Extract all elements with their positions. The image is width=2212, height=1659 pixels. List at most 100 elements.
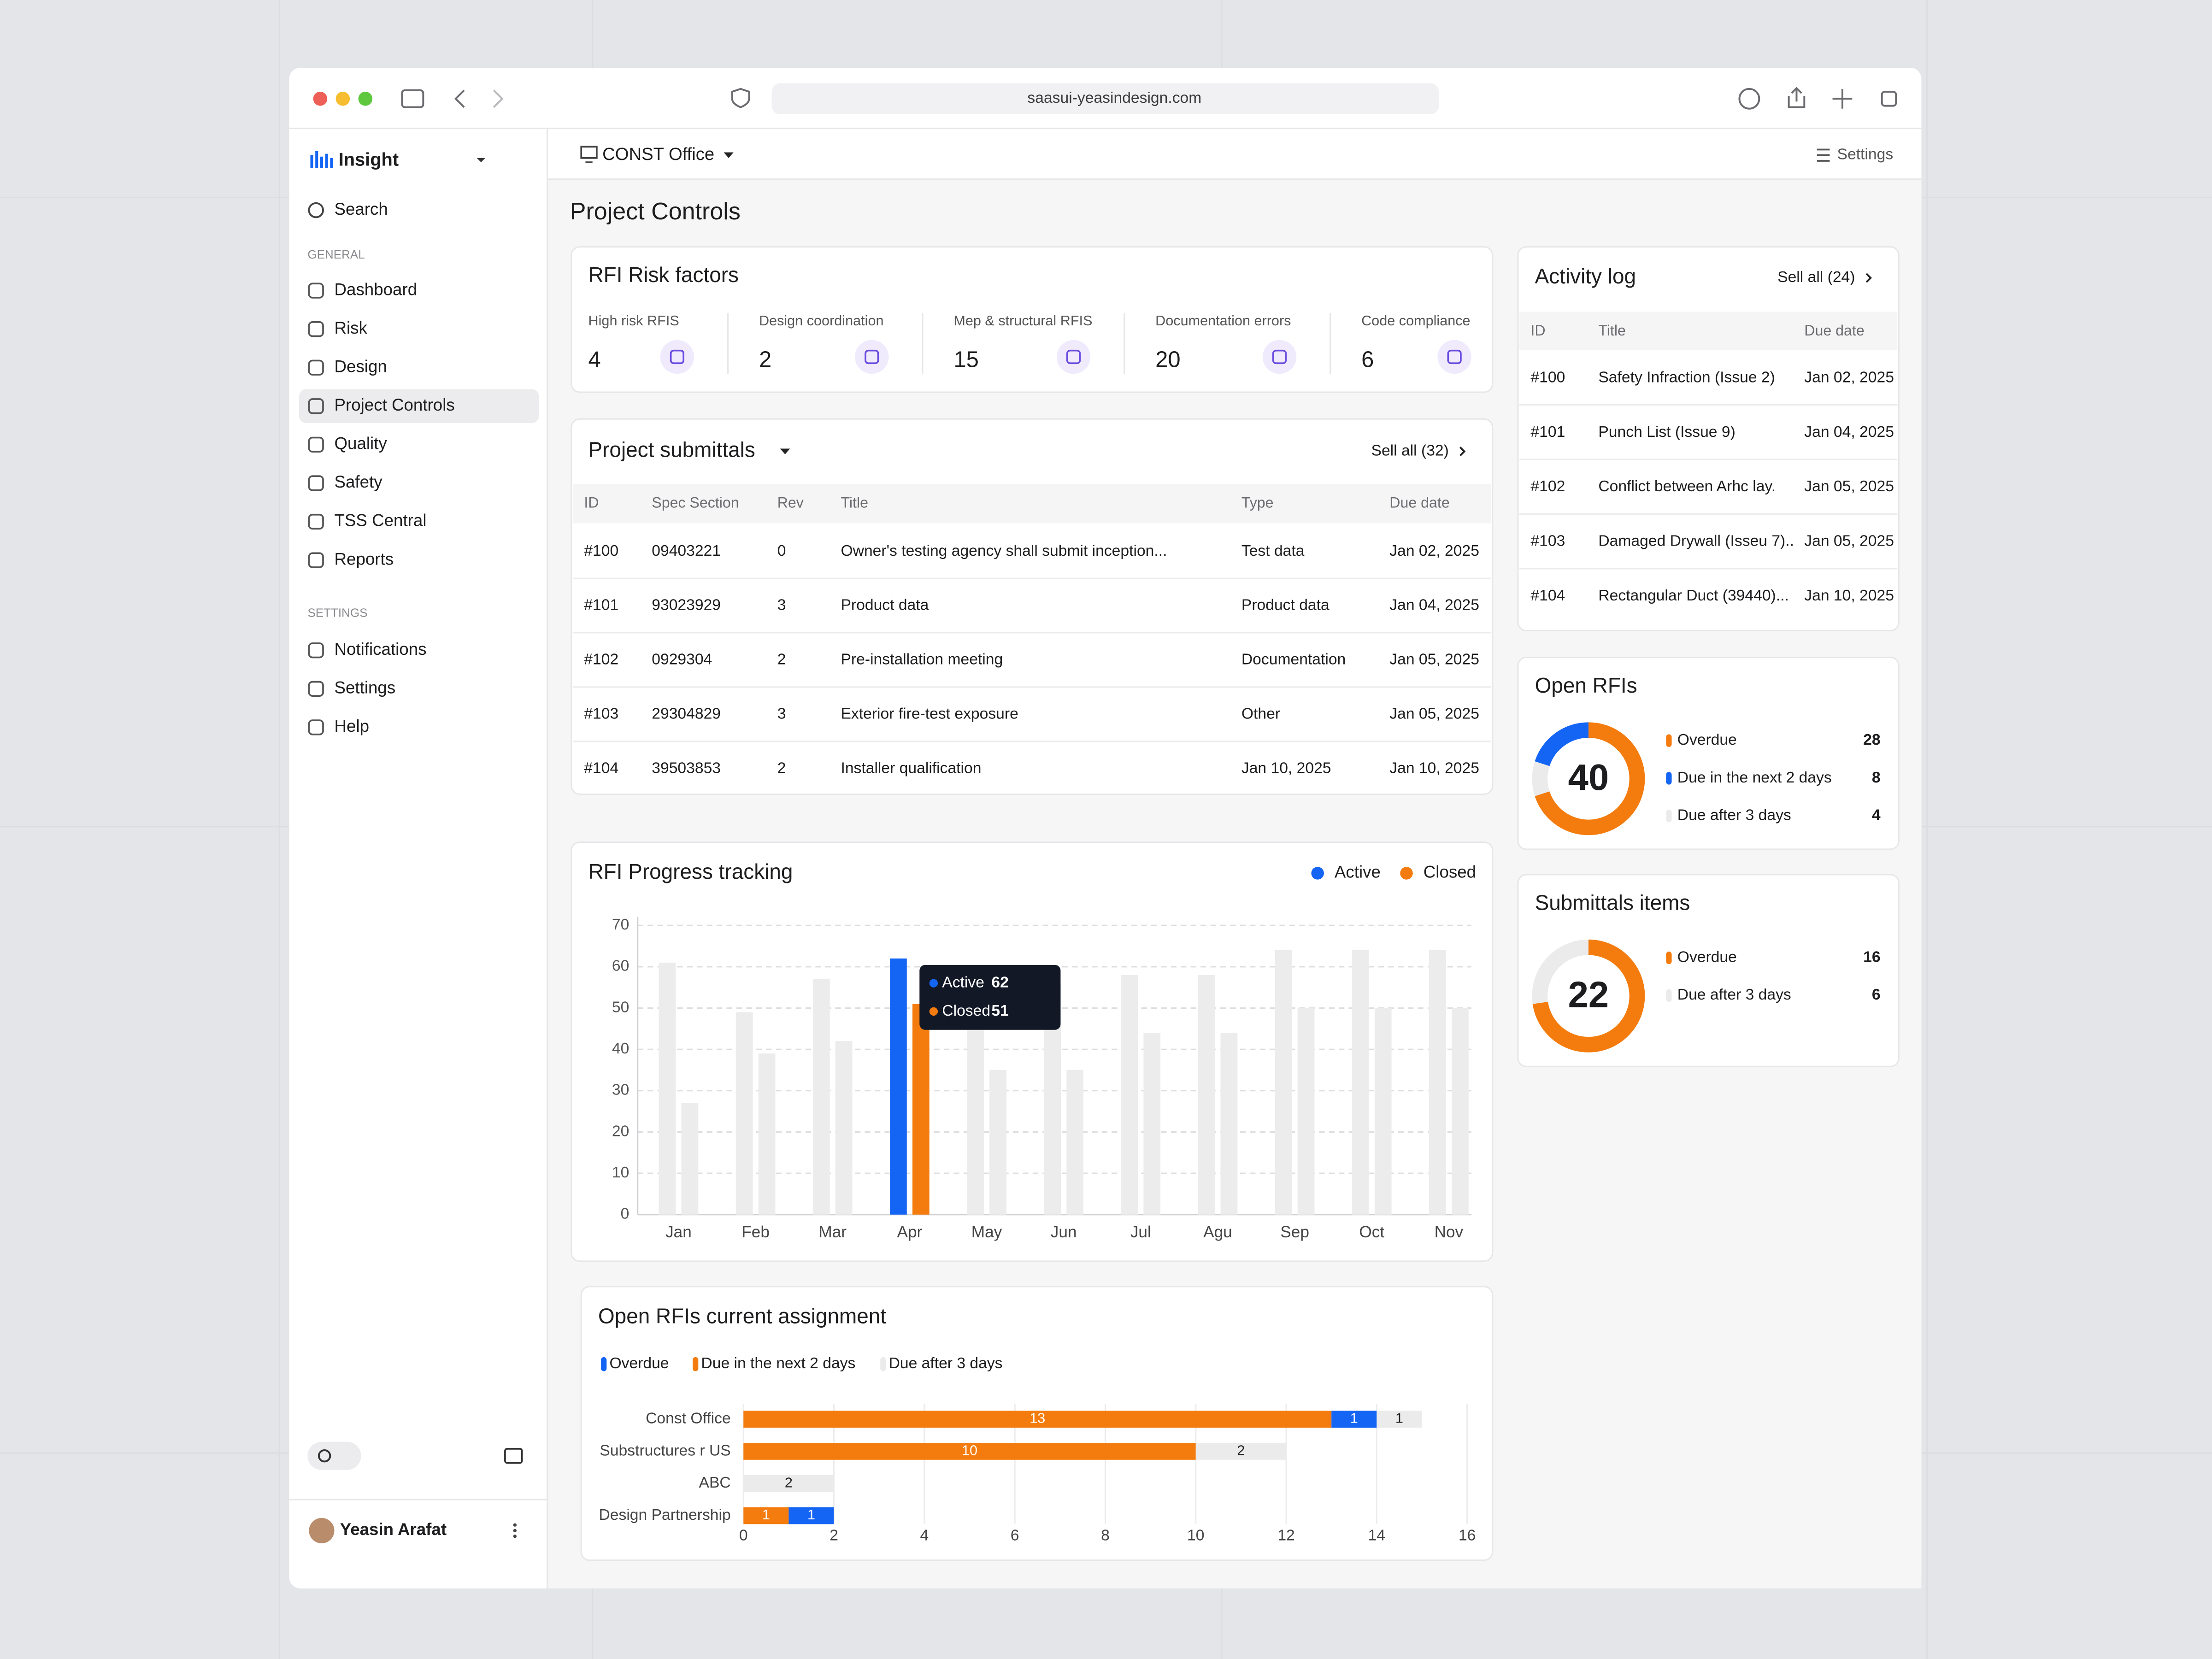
nav-item[interactable]: Quality [335, 434, 388, 453]
legend-label: Overdue [1677, 731, 1737, 748]
more-icon[interactable] [513, 1523, 517, 1538]
zoom[interactable] [358, 91, 373, 106]
workspace[interactable]: CONST Office [602, 144, 714, 164]
minimize[interactable] [335, 91, 350, 106]
donut-segment [1532, 939, 1589, 1004]
nav-icon [308, 321, 324, 337]
bar-label: 13 [1030, 1411, 1045, 1426]
x-tick-label: 4 [920, 1527, 929, 1544]
bar [1143, 1033, 1161, 1215]
bar [812, 979, 830, 1215]
search[interactable]: Search [335, 200, 388, 218]
legend-value: 16 [1863, 948, 1880, 965]
table-cell: Rectangular Duct (39440)... [1598, 587, 1788, 604]
table-cell: Test data [1241, 542, 1305, 559]
table-cell: Other [1241, 705, 1280, 722]
nav-item[interactable]: Notifications [335, 640, 427, 659]
metric-icon [1056, 340, 1091, 374]
settings-button[interactable]: Settings [1837, 146, 1894, 163]
nav-item[interactable]: Project Controls [335, 395, 455, 414]
new-tab[interactable] [1832, 88, 1853, 109]
settings-icon [1817, 148, 1830, 162]
x-tick-label: Sep [1280, 1223, 1309, 1241]
url: saasui-yeasindesign.com [1027, 89, 1201, 106]
bar [758, 1053, 776, 1215]
legend-value: 6 [1872, 986, 1881, 1003]
nav-item[interactable]: Help [335, 717, 370, 735]
nav-item[interactable]: Dashboard [335, 280, 418, 299]
card [1517, 874, 1900, 1067]
bar-label: 1 [1350, 1411, 1358, 1426]
nav-item[interactable]: Settings [335, 678, 396, 697]
legend-label: Closed [1424, 863, 1476, 882]
avatar[interactable] [309, 1518, 335, 1543]
nav-icon [308, 513, 324, 530]
back[interactable] [454, 89, 465, 108]
metric-icon [1437, 340, 1471, 374]
collapse-icon[interactable] [504, 1448, 523, 1464]
bar [1066, 1070, 1084, 1215]
legend-marker [693, 1357, 699, 1371]
metric-value: 6 [1361, 347, 1374, 372]
metric-label: Design coordination [759, 313, 884, 329]
tooltip-value: 62 [991, 974, 1008, 991]
table-cell: Jan 02, 2025 [1804, 369, 1894, 386]
donut-segment [1535, 722, 1645, 835]
forward[interactable] [493, 89, 504, 108]
table-cell: #104 [1530, 587, 1565, 604]
y-tick-label: 70 [612, 916, 629, 933]
nav-active [299, 389, 539, 424]
tabs[interactable] [1881, 90, 1897, 107]
bar-segment [743, 1411, 1332, 1428]
nav-item[interactable]: Reports [335, 549, 394, 568]
column-header: Title [841, 494, 868, 511]
metric-value: 4 [588, 347, 601, 372]
bar-segment [743, 1507, 789, 1524]
legend-marker [601, 1357, 607, 1371]
bar [1374, 1008, 1392, 1215]
nav-icon [308, 398, 324, 414]
shield[interactable] [731, 88, 750, 108]
nav-item[interactable]: TSS Central [335, 511, 427, 530]
metric-label: Code compliance [1361, 313, 1471, 329]
table-cell: #102 [1530, 478, 1565, 495]
table-cell: Product data [841, 597, 929, 614]
monitor-icon [580, 146, 598, 163]
table-cell: 39503853 [652, 759, 721, 777]
nav-item[interactable]: Safety [335, 472, 383, 491]
table-cell: Jan 04, 2025 [1804, 424, 1894, 441]
legend-marker [1666, 989, 1672, 1002]
theme-toggle[interactable] [307, 1441, 361, 1470]
caret [780, 448, 790, 454]
tooltip-label: Active [942, 974, 984, 991]
metric-value: 20 [1155, 347, 1180, 372]
url-bar[interactable] [771, 83, 1439, 114]
nav-item[interactable]: Risk [335, 318, 368, 337]
see-all[interactable]: Sell all (24) [1777, 269, 1855, 286]
x-tick-label: Jan [665, 1223, 692, 1241]
donut-total: 22 [1568, 974, 1609, 1015]
table-header [572, 484, 1491, 524]
close[interactable] [313, 91, 328, 106]
metric-icon [1262, 340, 1297, 374]
tooltip-value: 51 [991, 1002, 1008, 1019]
bar-segment [1377, 1411, 1422, 1428]
table-cell: Jan 10, 2025 [1804, 587, 1894, 604]
table-cell: 09403221 [652, 542, 721, 559]
legend-label: Overdue [1677, 948, 1737, 965]
table-cell: Exterior fire-test exposure [841, 705, 1018, 722]
table-cell: Installer qualification [841, 759, 981, 777]
sidebar-toggle[interactable] [401, 89, 424, 108]
bar [1275, 950, 1292, 1215]
download[interactable] [1738, 88, 1760, 110]
share[interactable] [1788, 87, 1806, 108]
bar [1352, 950, 1369, 1215]
nav-icon [308, 359, 324, 376]
bar [912, 1004, 930, 1215]
nav-item[interactable]: Design [335, 357, 387, 376]
browser-icons [401, 87, 1897, 110]
metric-glyph [1066, 349, 1081, 365]
nav-icon [308, 719, 324, 735]
see-all[interactable]: Sell all (32) [1371, 442, 1449, 459]
tooltip-label: Closed [942, 1002, 990, 1019]
